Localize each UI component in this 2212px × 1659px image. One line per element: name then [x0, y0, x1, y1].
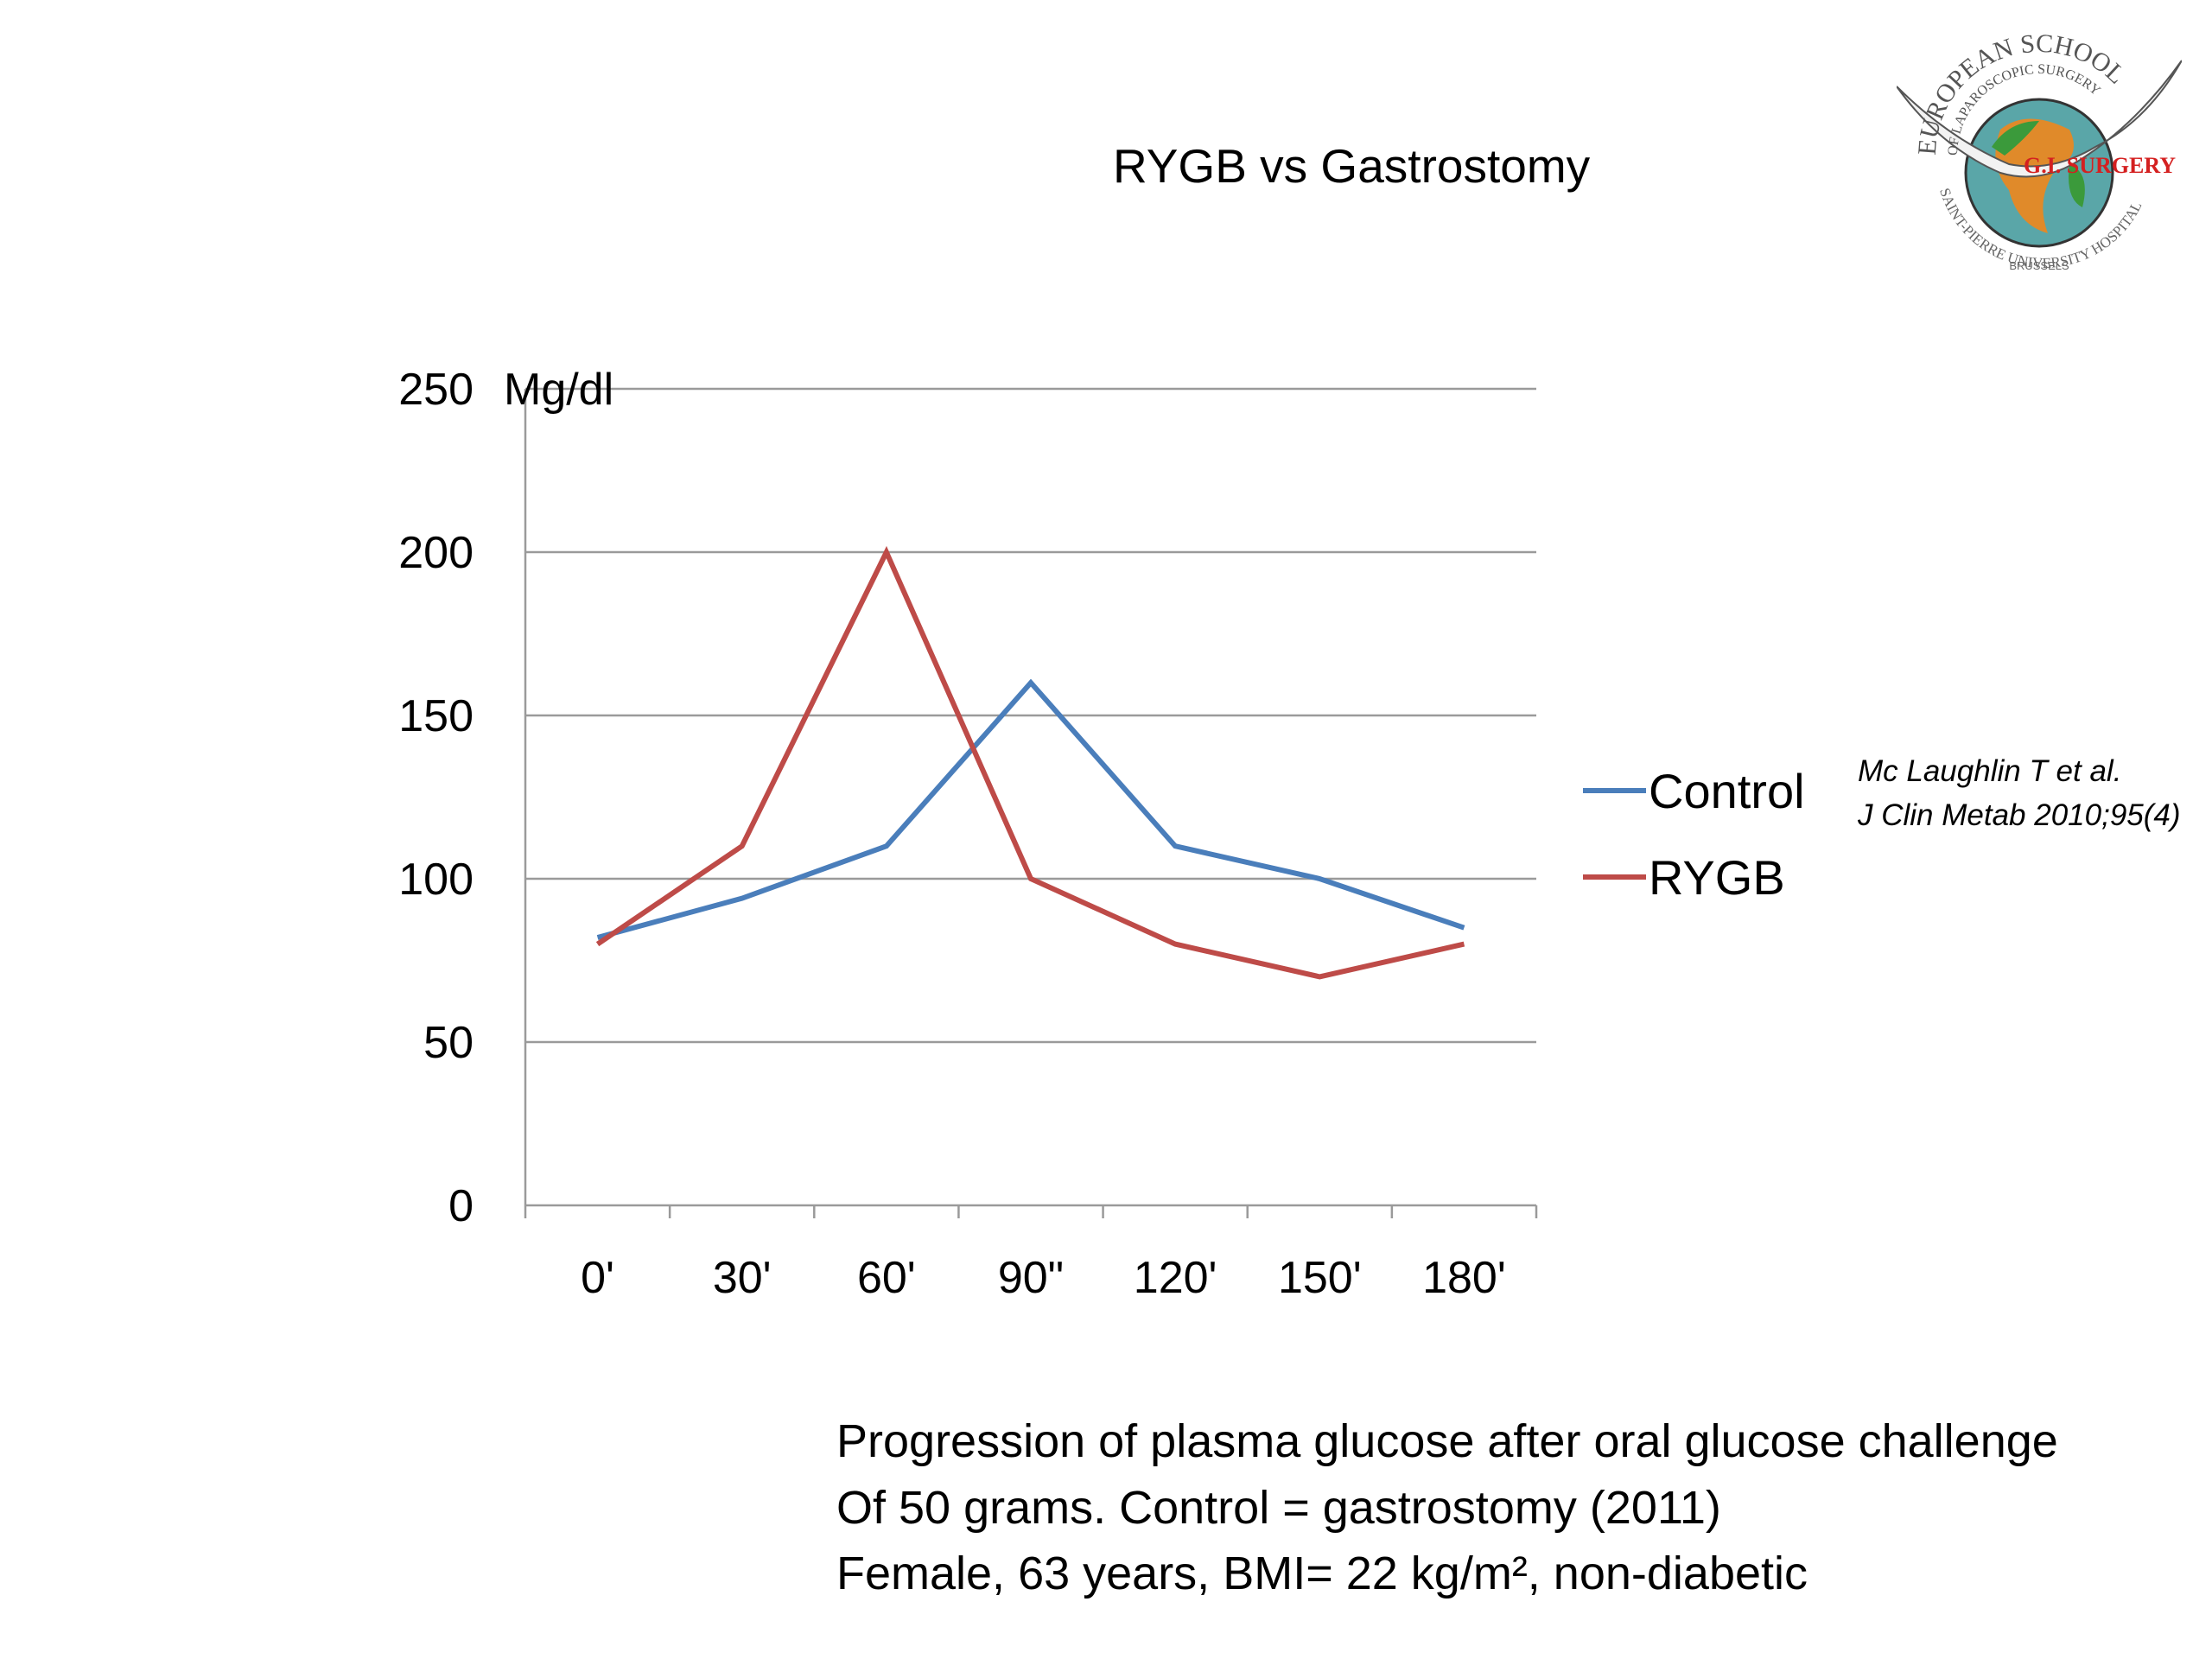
y-tick-label: 250	[398, 365, 474, 415]
legend: Control RYGB	[1583, 764, 1805, 905]
y-axis-unit-label: Mg/dl	[504, 365, 613, 415]
series-lines	[595, 545, 1465, 980]
axes	[524, 389, 1538, 1218]
gull-icon	[1897, 60, 2182, 178]
series-line-rygb	[595, 545, 1465, 980]
y-tick-label: 0	[448, 1181, 474, 1231]
caption-line-2: Of 50 grams. Control = gastrostomy (2011…	[836, 1481, 1721, 1534]
legend-label-rygb: RYGB	[1649, 850, 1785, 905]
svg-text:G.I. SURGERY: G.I. SURGERY	[2024, 153, 2176, 178]
chart-caption: Progression of plasma glucose after oral…	[836, 1408, 2058, 1607]
school-logo: EUROPEAN SCHOOL OF LAPAROSCOPIC SURGERY …	[1897, 29, 2182, 272]
citation-line-1: Mc Laughlin T et al.	[1858, 754, 2122, 788]
citation-line-2: J Clin Metab 2010;95(4)	[1858, 798, 2181, 832]
y-tick-label: 100	[398, 855, 474, 905]
citation: Mc Laughlin T et al. J Clin Metab 2010;9…	[1858, 750, 2181, 838]
caption-line-3: Female, 63 years, BMI= 22 kg/m², non-dia…	[836, 1548, 1808, 1600]
gridlines	[525, 387, 1536, 1044]
series-line-control	[596, 678, 1465, 940]
x-tick-label: 150'	[1278, 1253, 1362, 1303]
y-tick-label: 150	[398, 691, 474, 741]
legend-label-control: Control	[1649, 764, 1805, 818]
x-tick-label: 30'	[713, 1253, 772, 1303]
x-tick-label: 180'	[1422, 1253, 1506, 1303]
slide-title: RYGB vs Gastrostomy	[1113, 139, 1591, 193]
x-tick-label: 90"	[998, 1253, 1064, 1303]
x-tick-label: 60'	[857, 1253, 916, 1303]
y-tick-label: 200	[398, 528, 474, 578]
x-tick-label: 120'	[1134, 1253, 1217, 1303]
svg-text:BRUSSELS: BRUSSELS	[2009, 259, 2069, 272]
x-tick-label: 0'	[581, 1253, 614, 1303]
caption-line-1: Progression of plasma glucose after oral…	[836, 1415, 2058, 1467]
tick-labels: 0 50 100 150 200 250 0' 30' 60' 90" 120' 150' 180'	[398, 365, 1506, 1303]
y-tick-label: 50	[423, 1018, 474, 1068]
